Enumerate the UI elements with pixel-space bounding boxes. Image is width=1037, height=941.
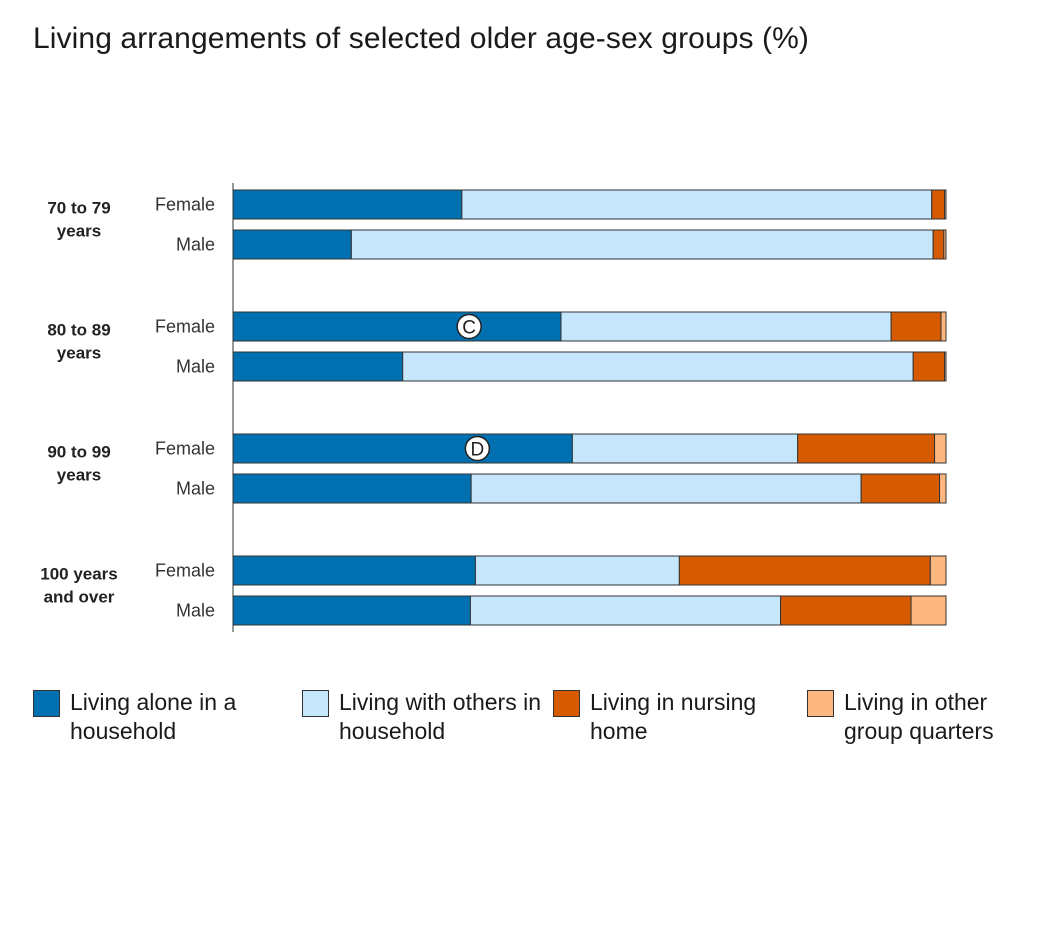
bar-segment-living-with-others xyxy=(402,351,914,382)
group-label: 90 to 99 years xyxy=(47,443,110,485)
bar-label: Female xyxy=(155,439,215,459)
annotation-marker xyxy=(456,313,482,340)
chart-title: Living arrangements of selected older ag… xyxy=(33,22,810,55)
legend-label-other-group-quarters: Living in other group quarters xyxy=(844,689,994,744)
legend-swatch-living-with-others xyxy=(302,690,329,717)
bar-segment-living-alone xyxy=(232,433,573,464)
bar-label: Female xyxy=(155,195,215,215)
bar-segment-living-alone xyxy=(232,595,471,626)
bar-segment-living-with-others xyxy=(350,229,934,260)
bar-segment-other-group-quarters xyxy=(943,229,947,260)
bar-label: Male xyxy=(176,479,215,499)
bar-segment-other-group-quarters xyxy=(944,351,947,382)
bar-segment-living-with-others xyxy=(571,433,799,464)
bar-segment-other-group-quarters xyxy=(939,473,947,504)
bar-segment-living-with-others xyxy=(469,595,782,626)
bar-segment-living-alone xyxy=(232,473,472,504)
group-label: 100 years and over xyxy=(40,565,118,607)
bar-segment-other-group-quarters xyxy=(934,433,947,464)
legend-item-other-group-quarters: Living in other group quarters xyxy=(807,688,1012,746)
stacked-bar-chart: 70 to 79 years Female Male 80 to 89 years Fema… xyxy=(40,183,947,632)
bar-segment-other-group-quarters xyxy=(929,555,947,586)
bar-segment-nursing-home xyxy=(678,555,931,586)
bar-segment-nursing-home xyxy=(860,473,941,504)
bar-segment-living-with-others xyxy=(470,473,862,504)
bar-label: Female xyxy=(155,317,215,337)
bar-segment-living-alone xyxy=(232,311,562,342)
annotation-label: D xyxy=(470,440,484,461)
bar-segment-living-with-others xyxy=(474,555,680,586)
bar-segment-living-with-others xyxy=(560,311,892,342)
group-label: 80 to 89 years xyxy=(47,321,110,363)
legend-swatch-nursing-home xyxy=(553,690,580,717)
bar-segment-nursing-home xyxy=(932,229,945,260)
bar-segment-nursing-home xyxy=(912,351,946,382)
bar-label: Male xyxy=(176,235,215,255)
bar-segment-living-with-others xyxy=(461,189,933,220)
legend-label-nursing-home: Living in nursing home xyxy=(590,689,757,744)
bar-label: Female xyxy=(155,561,215,581)
bar-segment-other-group-quarters xyxy=(910,595,947,626)
annotation-label: C xyxy=(462,318,476,339)
legend-item-living-with-others: Living with others in household xyxy=(302,688,542,746)
bar-label: Male xyxy=(176,601,215,621)
bar-segment-nursing-home xyxy=(931,189,946,220)
bar-segment-other-group-quarters xyxy=(944,189,947,220)
annotation-marker xyxy=(464,435,491,462)
legend-label-living-with-others: Living with others in household xyxy=(339,689,541,744)
legend-label-living-alone: Living alone in a household xyxy=(70,689,237,744)
bar-segment-nursing-home xyxy=(890,311,942,342)
bar-segment-living-alone xyxy=(232,229,352,260)
legend-swatch-living-alone xyxy=(33,690,60,717)
bar-segment-living-alone xyxy=(232,351,404,382)
legend-swatch-other-group-quarters xyxy=(807,690,834,717)
bar-segment-living-alone xyxy=(232,189,463,220)
bar-segment-nursing-home xyxy=(780,595,912,626)
bar-segment-nursing-home xyxy=(797,433,936,464)
legend-item-living-alone: Living alone in a household xyxy=(33,688,273,746)
legend-item-nursing-home: Living in nursing home xyxy=(553,688,793,746)
bar-segment-other-group-quarters xyxy=(940,311,947,342)
group-label: 70 to 79 years xyxy=(47,199,110,241)
bar-label: Male xyxy=(176,357,215,377)
bar-segment-living-alone xyxy=(232,555,476,586)
